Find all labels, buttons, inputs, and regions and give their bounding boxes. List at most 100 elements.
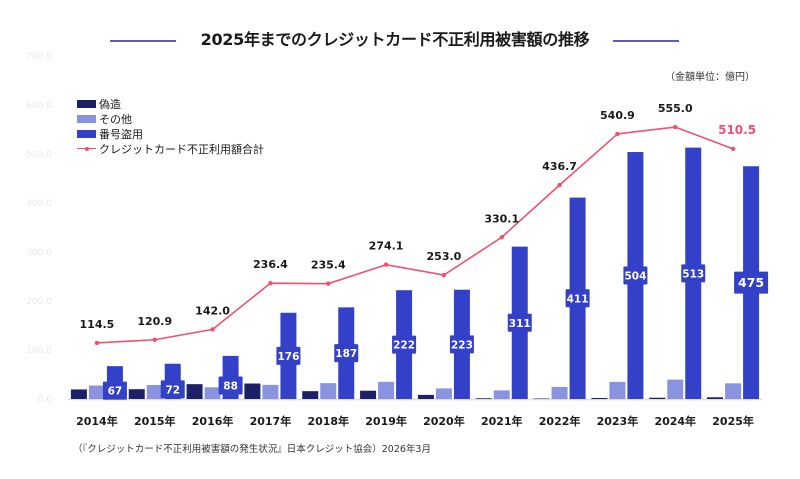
total-line-point <box>210 327 215 332</box>
legend-label-total: クレジットカード不正利用額合計 <box>99 142 264 156</box>
total-value-label: 540.9 <box>600 109 635 122</box>
total-line-point <box>326 281 331 286</box>
bar-forgery <box>417 394 434 399</box>
bar-forgery <box>707 397 724 399</box>
total-line-point <box>94 340 100 346</box>
total-value-label: 510.5 <box>718 123 756 137</box>
bar-forgery <box>128 389 145 399</box>
y-tick-label: 700.0 <box>26 52 52 62</box>
bar-label-box <box>507 313 532 332</box>
total-line-point <box>673 124 678 130</box>
total-line <box>96 126 734 344</box>
total-value-label: 236.4 <box>253 258 288 271</box>
bar-value-label: 475 <box>738 275 764 290</box>
y-tick-label: 600.0 <box>26 101 52 111</box>
bar-label-box <box>681 264 706 283</box>
total-value-label: 436.7 <box>542 160 577 173</box>
x-tick-label: 2019年 <box>365 414 407 428</box>
x-tick-label: 2017年 <box>250 414 292 428</box>
legend-swatch-other <box>77 114 96 123</box>
y-tick-label: 200.0 <box>26 297 52 307</box>
bar-other <box>493 390 510 399</box>
x-axis: 2014年 2015年 2016年 2017年 2018年 2019年 2020年 2021年… <box>76 414 754 428</box>
bar-other <box>725 383 742 399</box>
bar-label-box <box>160 380 185 399</box>
total-line-point <box>383 262 389 267</box>
bar-other <box>551 386 568 399</box>
x-tick-label: 2016年 <box>192 414 234 428</box>
legend-label-number-theft: 番号盗用 <box>99 127 143 141</box>
legend-swatch-forgery <box>77 99 96 108</box>
bar-forgery <box>302 391 319 399</box>
legend-swatch-number-theft <box>77 129 96 138</box>
total-value-label: 142.0 <box>195 304 230 317</box>
bar-value-label: 176 <box>277 351 299 363</box>
bar-value-label: 88 <box>223 380 238 392</box>
x-tick-label: 2022年 <box>539 414 581 428</box>
bar-forgery <box>244 383 261 399</box>
bar-forgery <box>70 389 87 399</box>
x-tick-label: 2014年 <box>76 414 118 428</box>
bar-forgery <box>186 384 203 399</box>
bar-label-box <box>392 335 417 354</box>
total-line-point <box>268 280 273 286</box>
bar-label-box <box>734 271 769 294</box>
x-tick-label: 2024年 <box>654 414 696 428</box>
total-value-label: 253.0 <box>427 250 462 263</box>
bar-value-label: 72 <box>165 384 180 396</box>
legend-label-other: その他 <box>99 112 132 126</box>
bar-label-box <box>276 346 301 365</box>
legend-item-forgery: 偽造 <box>77 96 264 111</box>
legend-label-forgery: 偽造 <box>99 97 121 111</box>
total-line-point <box>441 272 447 278</box>
bar-value-label: 513 <box>682 268 704 280</box>
total-value-label: 114.5 <box>80 318 115 331</box>
total-value-label: 274.1 <box>369 240 404 253</box>
bar-other <box>667 379 684 399</box>
bar-forgery <box>475 398 492 399</box>
bar-other <box>609 381 626 399</box>
x-tick-label: 2021年 <box>481 414 523 428</box>
bar-forgery <box>649 397 666 399</box>
y-axis: 0.0 100.0 200.0 300.0 400.0 500.0 600.0 700.0 <box>26 52 52 405</box>
total-line-point <box>152 337 157 342</box>
bar-other <box>204 387 221 399</box>
x-tick-label: 2020年 <box>423 414 465 428</box>
total-line-point <box>730 146 736 152</box>
bar-other <box>320 383 337 399</box>
bar-other <box>262 384 279 399</box>
total-value-label: 555.0 <box>658 102 693 115</box>
x-tick-label: 2023年 <box>597 414 639 428</box>
bars-group: 67 72 88 176 187 222 223 311 411 504 513 475 <box>70 147 769 400</box>
bar-value-label: 411 <box>567 293 589 305</box>
bar-other <box>378 381 395 399</box>
total-value-label: 120.9 <box>137 315 172 328</box>
title-decoration-line-right <box>613 40 679 42</box>
bar-label-box <box>102 381 127 400</box>
legend-item-number-theft: 番号盗用 <box>77 126 264 141</box>
bar-label-box <box>218 376 243 395</box>
bar-value-label: 504 <box>624 271 646 283</box>
x-tick-label: 2025年 <box>712 414 754 428</box>
bar-other <box>435 388 452 399</box>
bar-label-box <box>449 335 474 354</box>
y-tick-label: 400.0 <box>26 199 52 209</box>
bar-other <box>146 384 163 399</box>
legend-swatch-total-line <box>77 145 96 153</box>
total-line-point <box>557 182 562 188</box>
bar-value-label: 311 <box>509 318 531 330</box>
total-line-point <box>499 235 504 240</box>
bar-value-label: 222 <box>393 340 415 352</box>
y-tick-label: 500.0 <box>26 150 52 160</box>
x-tick-label: 2015年 <box>134 414 176 428</box>
y-tick-label: 100.0 <box>26 346 52 356</box>
bar-label-box <box>334 344 359 363</box>
bar-label-box <box>565 289 590 308</box>
bar-value-label: 187 <box>335 348 357 360</box>
bar-forgery <box>533 398 550 400</box>
x-tick-label: 2018年 <box>307 414 349 428</box>
bar-forgery <box>360 390 377 399</box>
total-value-label: 330.1 <box>484 212 519 225</box>
total-value-label: 235.4 <box>311 259 346 272</box>
